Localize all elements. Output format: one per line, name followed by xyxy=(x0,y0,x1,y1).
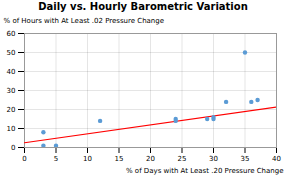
svg-text:% of Hours with At Least .02 P: % of Hours with At Least .02 Pressure Ch… xyxy=(4,17,165,25)
svg-text:0: 0 xyxy=(22,155,26,163)
svg-text:30: 30 xyxy=(209,155,218,163)
svg-text:40: 40 xyxy=(7,68,16,76)
svg-text:50: 50 xyxy=(7,49,16,57)
svg-text:20: 20 xyxy=(7,106,16,114)
svg-text:60: 60 xyxy=(7,30,16,38)
svg-text:0: 0 xyxy=(11,144,15,152)
svg-text:35: 35 xyxy=(241,155,250,163)
svg-text:25: 25 xyxy=(178,155,187,163)
svg-text:15: 15 xyxy=(115,155,124,163)
html-text:Daily vs. Hourly Barometric Va: Daily vs. Hourly Barometric Variation xyxy=(38,1,248,12)
svg-text:10: 10 xyxy=(83,155,92,163)
svg-text:40: 40 xyxy=(272,155,281,163)
svg-text:10: 10 xyxy=(7,125,16,133)
svg-text:5: 5 xyxy=(54,155,58,163)
svg-text:20: 20 xyxy=(146,155,155,163)
svg-text:30: 30 xyxy=(7,87,16,95)
svg-text:% of Days with At Least .20 Pr: % of Days with At Least .20 Pressure Cha… xyxy=(126,167,284,175)
